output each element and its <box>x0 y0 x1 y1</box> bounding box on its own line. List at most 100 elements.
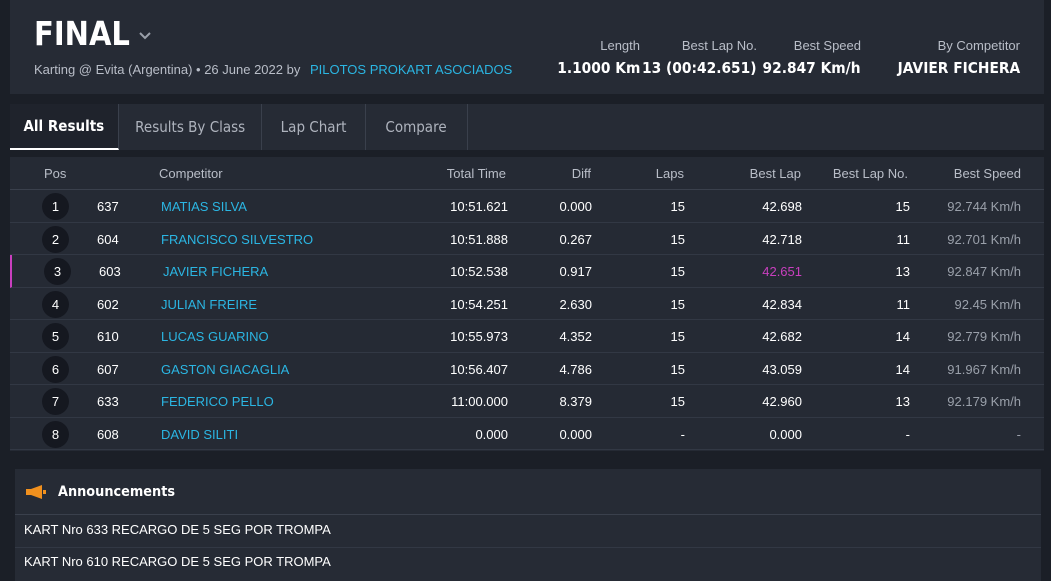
table-row[interactable]: 8 608 DAVID SILITI 0.000 0.000 - 0.000 - - <box>10 418 1044 450</box>
best-lap: 0.000 <box>769 426 802 442</box>
competitor-link[interactable]: LUCAS GUARINO <box>161 329 269 344</box>
competitor-link[interactable]: JULIAN FREIRE <box>161 296 258 312</box>
announcements-panel: Announcements KART Nro 633 RECARGO DE 5 … <box>15 469 1041 581</box>
best-lap: 43.059 <box>762 361 802 377</box>
competitor-link[interactable]: FRANCISCO SILVESTRO <box>161 231 314 247</box>
table-row[interactable]: 6 607 GASTON GIACAGLIA 10:56.407 4.786 15 43.0… <box>10 353 1044 385</box>
col-best-lap[interactable]: Best Lap <box>749 166 801 181</box>
table-row[interactable]: 7 633 FEDERICO PELLO 11:00.000 8.379 15 42.960… <box>10 385 1044 418</box>
laps: 15 <box>670 394 685 409</box>
diff: 0.917 <box>559 264 592 279</box>
position-badge: 3 <box>44 258 71 285</box>
best-speed: - <box>1016 426 1021 442</box>
table-row[interactable]: 5 610 LUCAS GUARINO 10:55.973 4.352 15 42.682 1… <box>10 320 1044 353</box>
event-subtitle: Karting @ Evita (Argentina) • 26 June 20… <box>34 62 512 77</box>
diff: 2.630 <box>559 296 592 312</box>
announcement-item: KART Nro 633 RECARGO DE 5 SEG POR TROMPA <box>24 522 331 537</box>
title-wrap[interactable]: FINAL <box>34 14 153 53</box>
total-time: 10:54.251 <box>450 296 508 312</box>
col-laps[interactable]: Laps <box>655 166 684 181</box>
tab-compare[interactable]: Compare <box>366 104 468 150</box>
laps: 15 <box>670 264 685 279</box>
best-lap-no: 15 <box>895 199 910 214</box>
stat-label: By Competitor <box>937 38 1020 53</box>
best-speed: 92.701 Km/h <box>947 231 1021 247</box>
stat-length: Length 1.1000 Km <box>550 38 640 77</box>
table-row[interactable]: 4 602 JULIAN FREIRE 10:54.251 2.630 15 42.834 1… <box>10 288 1044 320</box>
results-tabs: All Results Results By Class Lap Chart C… <box>10 104 1044 150</box>
best-speed: 91.967 Km/h <box>947 361 1021 377</box>
diff: 4.786 <box>559 361 592 377</box>
col-competitor[interactable]: Competitor <box>159 166 223 181</box>
best-speed: 92.179 Km/h <box>947 394 1021 409</box>
position-badge: 2 <box>42 225 69 253</box>
page-title: FINAL <box>34 14 130 53</box>
total-time: 10:56.407 <box>450 361 508 377</box>
diff: 8.379 <box>559 394 592 409</box>
best-lap: 42.834 <box>762 296 802 312</box>
stat-value: JAVIER FICHERA <box>897 59 1020 77</box>
total-time: 0.000 <box>475 426 508 442</box>
col-diff[interactable]: Diff <box>571 166 591 181</box>
position: 1 <box>51 199 60 214</box>
col-best-speed[interactable]: Best Speed <box>953 166 1021 181</box>
results-table: Pos Competitor Total Time Diff Laps Best… <box>10 157 1044 451</box>
best-speed: 92.847 Km/h <box>947 264 1021 279</box>
stat-value: 13 (00:42.651) <box>642 59 757 77</box>
announcements-title: Announcements <box>58 484 176 500</box>
laps: 15 <box>670 199 685 214</box>
tab-lap-chart[interactable]: Lap Chart <box>262 104 366 150</box>
best-speed: 92.744 Km/h <box>947 199 1021 214</box>
table-header: Pos Competitor Total Time Diff Laps Best… <box>10 157 1044 190</box>
table-row[interactable]: 2 604 FRANCISCO SILVESTRO 10:51.888 0.267 15 4… <box>10 223 1044 255</box>
stat-best-speed: Best Speed 92.847 Km/h <box>754 38 861 77</box>
diff: 0.267 <box>559 231 592 247</box>
competitor-link[interactable]: MATIAS SILVA <box>161 199 247 214</box>
table-row[interactable]: 3 603 JAVIER FICHERA 10:52.538 0.917 15 42.651… <box>10 255 1044 288</box>
tab-results-by-class[interactable]: Results By Class <box>119 104 262 150</box>
tab-all-results[interactable]: All Results <box>10 104 119 150</box>
diff: 4.352 <box>559 329 592 344</box>
kart-number: 607 <box>97 361 119 377</box>
tab-label: Results By Class <box>134 118 246 136</box>
position-badge: 4 <box>42 290 69 318</box>
position: 2 <box>51 231 60 247</box>
best-lap: 42.698 <box>762 199 802 214</box>
competitor-link[interactable]: DAVID SILITI <box>161 426 239 442</box>
competitor-link[interactable]: FEDERICO PELLO <box>161 394 274 409</box>
total-time: 11:00.000 <box>451 394 508 409</box>
kart-number: 633 <box>97 394 119 409</box>
best-lap-no: - <box>905 426 910 442</box>
best-lap-no: 13 <box>895 264 910 279</box>
best-speed: 92.45 Km/h <box>954 296 1022 312</box>
stat-label: Best Lap No. <box>681 38 757 53</box>
organizer-link[interactable]: PILOTOS PROKART ASOCIADOS <box>309 62 513 77</box>
kart-number: 608 <box>97 426 119 442</box>
position-badge: 6 <box>42 355 69 383</box>
stat-by-competitor: By Competitor JAVIER FICHERA <box>887 38 1020 77</box>
col-total-time[interactable]: Total Time <box>446 166 506 181</box>
laps: 15 <box>670 361 685 377</box>
chevron-down-icon[interactable] <box>137 28 153 44</box>
best-lap: 42.960 <box>762 394 802 409</box>
table-row[interactable]: 1 637 MATIAS SILVA 10:51.621 0.000 15 42.698 15… <box>10 190 1044 223</box>
tab-label: Lap Chart <box>280 118 347 136</box>
kart-number: 610 <box>97 329 119 344</box>
total-time: 10:55.973 <box>450 329 508 344</box>
event-info: Karting @ Evita (Argentina) • 26 June 20… <box>34 62 301 77</box>
announcement-item: KART Nro 610 RECARGO DE 5 SEG POR TROMPA <box>24 554 331 569</box>
col-pos[interactable]: Pos <box>44 166 67 181</box>
position-badge: 7 <box>42 388 69 415</box>
position: 7 <box>51 394 60 409</box>
position-badge: 5 <box>42 323 69 350</box>
position-badge: 8 <box>42 420 69 448</box>
stat-value: 92.847 Km/h <box>762 59 861 77</box>
competitor-link[interactable]: GASTON GIACAGLIA <box>161 361 290 377</box>
stat-value: 1.1000 Km <box>556 59 640 77</box>
best-lap: 42.651 <box>762 264 802 279</box>
competitor-link[interactable]: JAVIER FICHERA <box>163 264 269 279</box>
stat-best-lap-no: Best Lap No. 13 (00:42.651) <box>632 38 757 77</box>
total-time: 10:51.888 <box>450 231 508 247</box>
best-lap: 42.682 <box>762 329 802 344</box>
col-best-lap-no[interactable]: Best Lap No. <box>832 166 908 181</box>
